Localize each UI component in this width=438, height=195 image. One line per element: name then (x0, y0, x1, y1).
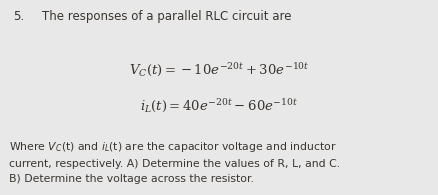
Text: $V_C(t) = -10e^{-20t} + 30e^{-10t}$: $V_C(t) = -10e^{-20t} + 30e^{-10t}$ (129, 62, 309, 80)
Text: $i_L(t) = 40e^{-20t} - 60e^{-10t}$: $i_L(t) = 40e^{-20t} - 60e^{-10t}$ (140, 98, 298, 115)
Text: 5.: 5. (13, 10, 24, 23)
Text: Where $V_C$(t) and $i_L$(t) are the capacitor voltage and inductor
current, resp: Where $V_C$(t) and $i_L$(t) are the capa… (9, 140, 339, 184)
Text: The responses of a parallel RLC circuit are: The responses of a parallel RLC circuit … (42, 10, 290, 23)
